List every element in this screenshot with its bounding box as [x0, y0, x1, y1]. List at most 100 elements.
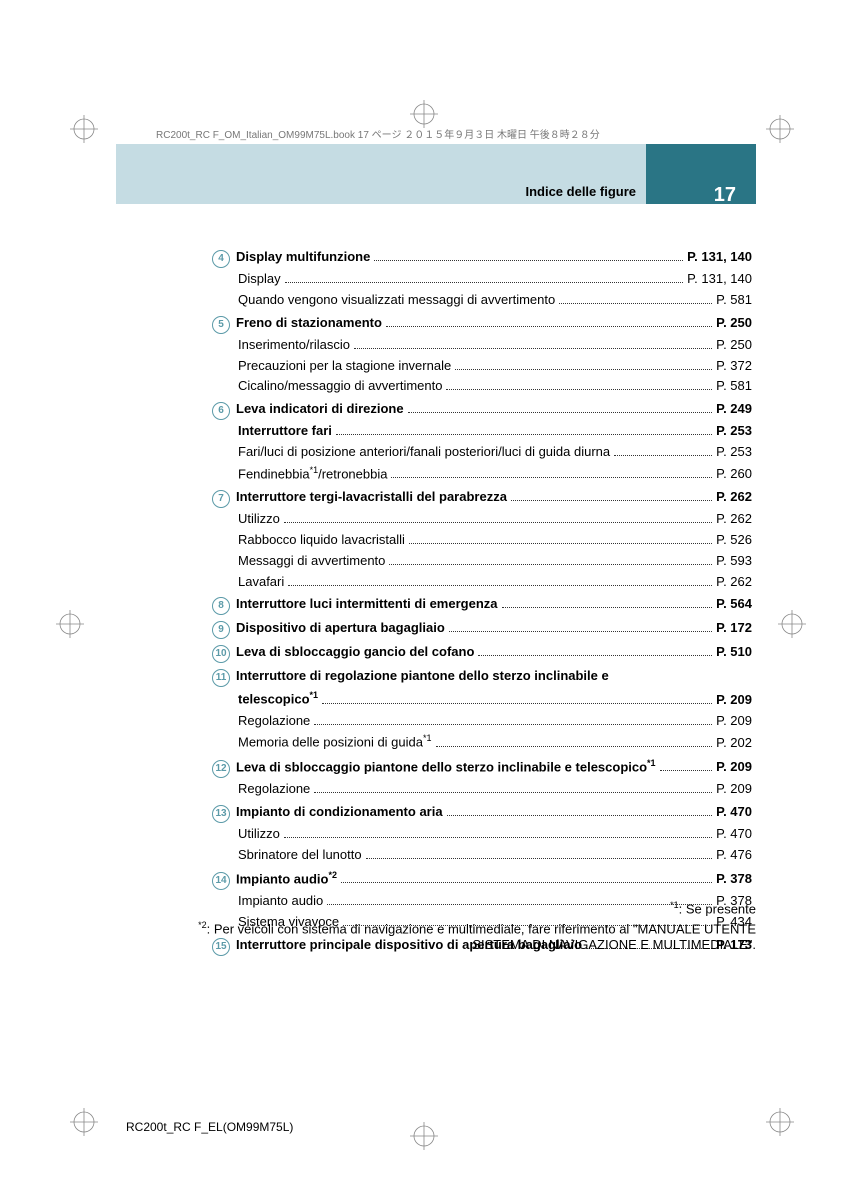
toc-page: P. 209 [716, 780, 752, 799]
toc-label: Fari/luci di posizione anteriori/fanali … [238, 443, 610, 462]
toc-label: Memoria delle posizioni di guida*1 [238, 732, 432, 752]
toc-entry: 9Dispositivo di apertura bagagliaioP. 17… [212, 619, 752, 639]
toc-label: Rabbocco liquido lavacristalli [238, 531, 405, 550]
toc-page: P. 378 [716, 870, 752, 889]
leader-dots [354, 348, 712, 349]
leader-dots [447, 815, 713, 816]
toc-label: Fendinebbia*1/retronebbia [238, 464, 387, 484]
leader-dots [386, 326, 712, 327]
item-number-icon: 7 [212, 490, 230, 508]
header-band: Indice delle figure 17 [116, 144, 756, 204]
leader-dots [314, 792, 712, 793]
table-of-contents: 4Display multifunzioneP. 131, 140Display… [212, 248, 752, 960]
print-header-text: RC200t_RC F_OM_Italian_OM99M75L.book 17 … [156, 126, 600, 141]
crop-mark-icon [766, 1108, 794, 1136]
toc-page: P. 372 [716, 357, 752, 376]
toc-entry: LavafariP. 262 [212, 573, 752, 592]
toc-entry: Precauzioni per la stagione invernale P. … [212, 357, 752, 376]
footnotes: *1: Se presente *2: Per veicoli con sist… [196, 900, 756, 956]
leader-dots [408, 412, 712, 413]
page-number: 17 [714, 184, 736, 207]
leader-dots [502, 607, 713, 608]
toc-page: P. 262 [716, 510, 752, 529]
toc-entry: 10Leva di sbloccaggio gancio del cofanoP… [212, 643, 752, 663]
toc-label: Dispositivo di apertura bagagliaio [236, 619, 445, 638]
leader-dots [288, 585, 712, 586]
toc-label: Precauzioni per la stagione invernale [238, 357, 451, 376]
item-number-icon: 5 [212, 316, 230, 334]
page-container: RC200t_RC F_OM_Italian_OM99M75L.book 17 … [116, 120, 756, 1120]
toc-entry: telescopico*1P. 209 [212, 689, 752, 709]
leader-dots [436, 746, 713, 747]
toc-label: Display [238, 270, 281, 289]
toc-entry: 5Freno di stazionamentoP. 250 [212, 314, 752, 334]
toc-label: Regolazione [238, 712, 310, 731]
toc-label: Leva indicatori di direzione [236, 400, 404, 419]
leader-dots [389, 564, 712, 565]
leader-dots [374, 260, 683, 261]
item-number-icon: 12 [212, 760, 230, 778]
toc-page: P. 262 [716, 488, 752, 507]
toc-page: P. 209 [716, 691, 752, 710]
toc-entry: 14Impianto audio*2P. 378 [212, 869, 752, 890]
toc-page: P. 470 [716, 825, 752, 844]
toc-entry: Fari/luci di posizione anteriori/fanali … [212, 443, 752, 462]
toc-label: Utilizzo [238, 510, 280, 529]
toc-entry: 13 Impianto di condizionamento aria P. 470 [212, 803, 752, 823]
toc-page: P. 581 [716, 377, 752, 396]
crop-mark-icon [410, 100, 438, 128]
toc-entry: Sbrinatore del lunottoP. 476 [212, 846, 752, 865]
footer-code: RC200t_RC F_EL(OM99M75L) [126, 1120, 293, 1134]
toc-label: Quando vengono visualizzati messaggi di … [238, 291, 555, 310]
toc-page: P. 250 [716, 314, 752, 333]
footnote-1-text: Se presente [686, 901, 756, 916]
crop-mark-icon [70, 1108, 98, 1136]
toc-entry: Inserimento/rilascioP. 250 [212, 336, 752, 355]
crop-mark-icon [70, 115, 98, 143]
toc-page: P. 564 [716, 595, 752, 614]
toc-label: Impianto di condizionamento aria [236, 803, 443, 822]
item-number-icon: 4 [212, 250, 230, 268]
toc-label: Cicalino/messaggio di avvertimento [238, 377, 442, 396]
section-title: Indice delle figure [525, 184, 636, 199]
toc-label: Display multifunzione [236, 248, 370, 267]
leader-dots [660, 770, 713, 771]
item-number-icon: 8 [212, 597, 230, 615]
toc-page: P. 250 [716, 336, 752, 355]
toc-label: Interruttore tergi-lavacristalli del par… [236, 488, 507, 507]
toc-page: P. 510 [716, 643, 752, 662]
toc-entry: Memoria delle posizioni di guida*1 P. 202 [212, 732, 752, 752]
leader-dots [284, 837, 712, 838]
leader-dots [614, 455, 712, 456]
toc-entry: 6Leva indicatori di direzioneP. 249 [212, 400, 752, 420]
leader-dots [478, 655, 712, 656]
toc-page: P. 209 [716, 712, 752, 731]
toc-page: P. 131, 140 [687, 248, 752, 267]
toc-label: Interruttore luci intermittenti di emerg… [236, 595, 498, 614]
toc-page: P. 131, 140 [687, 270, 752, 289]
toc-label: Regolazione [238, 780, 310, 799]
toc-entry: Fendinebbia*1/retronebbiaP. 260 [212, 464, 752, 484]
item-number-icon: 13 [212, 805, 230, 823]
leader-dots [322, 703, 712, 704]
toc-entry: Cicalino/messaggio di avvertimento P. 581 [212, 377, 752, 396]
leader-dots [449, 631, 712, 632]
footnote-2: *2: Per veicoli con sistema di navigazio… [196, 920, 756, 951]
toc-entry: Quando vengono visualizzati messaggi di … [212, 291, 752, 310]
toc-label: Impianto audio*2 [236, 869, 337, 889]
toc-entry: Rabbocco liquido lavacristalliP. 526 [212, 531, 752, 550]
leader-dots [341, 882, 712, 883]
toc-entry: 4 Display multifunzione P. 131, 140 [212, 248, 752, 268]
leader-dots [285, 282, 684, 283]
crop-mark-icon [56, 610, 84, 638]
item-number-icon: 11 [212, 669, 230, 687]
toc-page: P. 470 [716, 803, 752, 822]
toc-entry: Regolazione P. 209 [212, 780, 752, 799]
leader-dots [366, 858, 712, 859]
toc-page: P. 593 [716, 552, 752, 571]
toc-label: Sbrinatore del lunotto [238, 846, 362, 865]
toc-entry: Display P. 131, 140 [212, 270, 752, 289]
toc-page: P. 202 [716, 734, 752, 753]
toc-entry: Messaggi di avvertimentoP. 593 [212, 552, 752, 571]
leader-dots [284, 522, 712, 523]
